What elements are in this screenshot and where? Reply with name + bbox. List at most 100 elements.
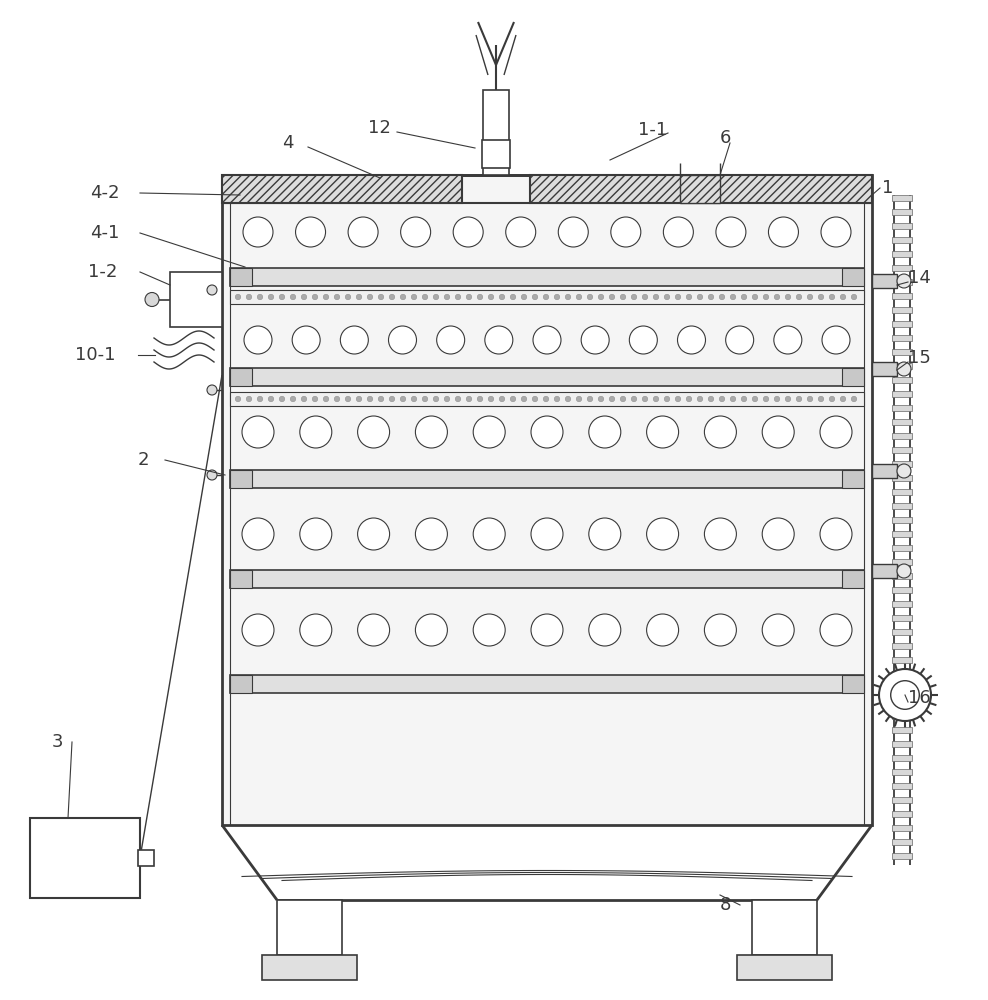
Circle shape <box>807 294 813 300</box>
Bar <box>138 850 154 866</box>
Bar <box>230 392 864 406</box>
Circle shape <box>698 294 702 300</box>
Text: 4-1: 4-1 <box>90 224 120 242</box>
Bar <box>892 615 912 621</box>
Circle shape <box>678 326 705 354</box>
Circle shape <box>455 294 460 300</box>
Circle shape <box>631 396 637 402</box>
Circle shape <box>358 416 389 448</box>
Circle shape <box>268 294 274 300</box>
Circle shape <box>687 294 692 300</box>
Circle shape <box>598 396 604 402</box>
Circle shape <box>820 614 852 646</box>
Bar <box>892 377 912 383</box>
Circle shape <box>358 518 389 550</box>
Circle shape <box>235 396 241 402</box>
Circle shape <box>807 396 813 402</box>
Circle shape <box>280 294 285 300</box>
Circle shape <box>378 294 383 300</box>
Bar <box>892 223 912 229</box>
Text: 1: 1 <box>882 179 893 197</box>
Bar <box>892 363 912 369</box>
Bar <box>892 657 912 663</box>
Circle shape <box>664 396 670 402</box>
Bar <box>892 559 912 565</box>
Circle shape <box>323 396 329 402</box>
Text: 8: 8 <box>720 896 731 914</box>
Bar <box>892 293 912 299</box>
Circle shape <box>576 294 582 300</box>
Bar <box>892 265 912 271</box>
Circle shape <box>389 396 395 402</box>
Bar <box>842 570 864 588</box>
Circle shape <box>769 217 798 247</box>
Bar <box>680 175 720 203</box>
Circle shape <box>708 294 713 300</box>
Circle shape <box>762 614 794 646</box>
Text: 1-2: 1-2 <box>88 263 118 281</box>
Circle shape <box>531 518 563 550</box>
Circle shape <box>411 396 417 402</box>
Circle shape <box>620 294 625 300</box>
Bar <box>892 405 912 411</box>
Bar <box>892 517 912 523</box>
Bar <box>892 573 912 579</box>
Bar <box>230 470 864 488</box>
Circle shape <box>257 396 263 402</box>
Circle shape <box>646 614 679 646</box>
Circle shape <box>334 396 340 402</box>
Circle shape <box>433 294 439 300</box>
Bar <box>892 587 912 593</box>
Circle shape <box>704 518 736 550</box>
Bar <box>222 175 872 825</box>
Bar <box>872 362 897 376</box>
Circle shape <box>554 396 560 402</box>
Circle shape <box>589 518 620 550</box>
Circle shape <box>415 614 448 646</box>
Circle shape <box>741 294 747 300</box>
Circle shape <box>257 294 263 300</box>
Circle shape <box>774 326 802 354</box>
Circle shape <box>400 294 406 300</box>
Circle shape <box>897 564 911 578</box>
Bar <box>892 755 912 761</box>
Bar <box>892 209 912 215</box>
Circle shape <box>522 294 527 300</box>
Circle shape <box>422 396 428 402</box>
Circle shape <box>646 416 679 448</box>
Text: 12: 12 <box>368 119 391 137</box>
Bar <box>892 741 912 747</box>
Text: 16: 16 <box>908 689 931 707</box>
Circle shape <box>587 396 593 402</box>
Bar <box>892 839 912 845</box>
Circle shape <box>725 326 754 354</box>
Bar <box>892 251 912 257</box>
Bar <box>892 643 912 649</box>
Text: 3: 3 <box>52 733 63 751</box>
Circle shape <box>357 294 362 300</box>
Circle shape <box>401 217 431 247</box>
Circle shape <box>581 326 610 354</box>
Bar <box>170 272 222 327</box>
Circle shape <box>312 294 318 300</box>
Bar <box>872 274 897 288</box>
Circle shape <box>145 292 159 306</box>
Circle shape <box>543 294 548 300</box>
Circle shape <box>829 294 835 300</box>
Bar <box>737 955 832 980</box>
Circle shape <box>207 470 217 480</box>
Circle shape <box>610 294 615 300</box>
Bar <box>842 675 864 693</box>
Circle shape <box>510 396 516 402</box>
Bar <box>277 900 342 955</box>
Circle shape <box>499 396 505 402</box>
Bar <box>230 268 864 286</box>
Circle shape <box>473 416 505 448</box>
Bar <box>892 447 912 453</box>
Circle shape <box>852 294 857 300</box>
Bar <box>892 489 912 495</box>
Circle shape <box>704 614 736 646</box>
Bar <box>892 727 912 733</box>
Bar <box>262 955 357 980</box>
Circle shape <box>730 396 736 402</box>
